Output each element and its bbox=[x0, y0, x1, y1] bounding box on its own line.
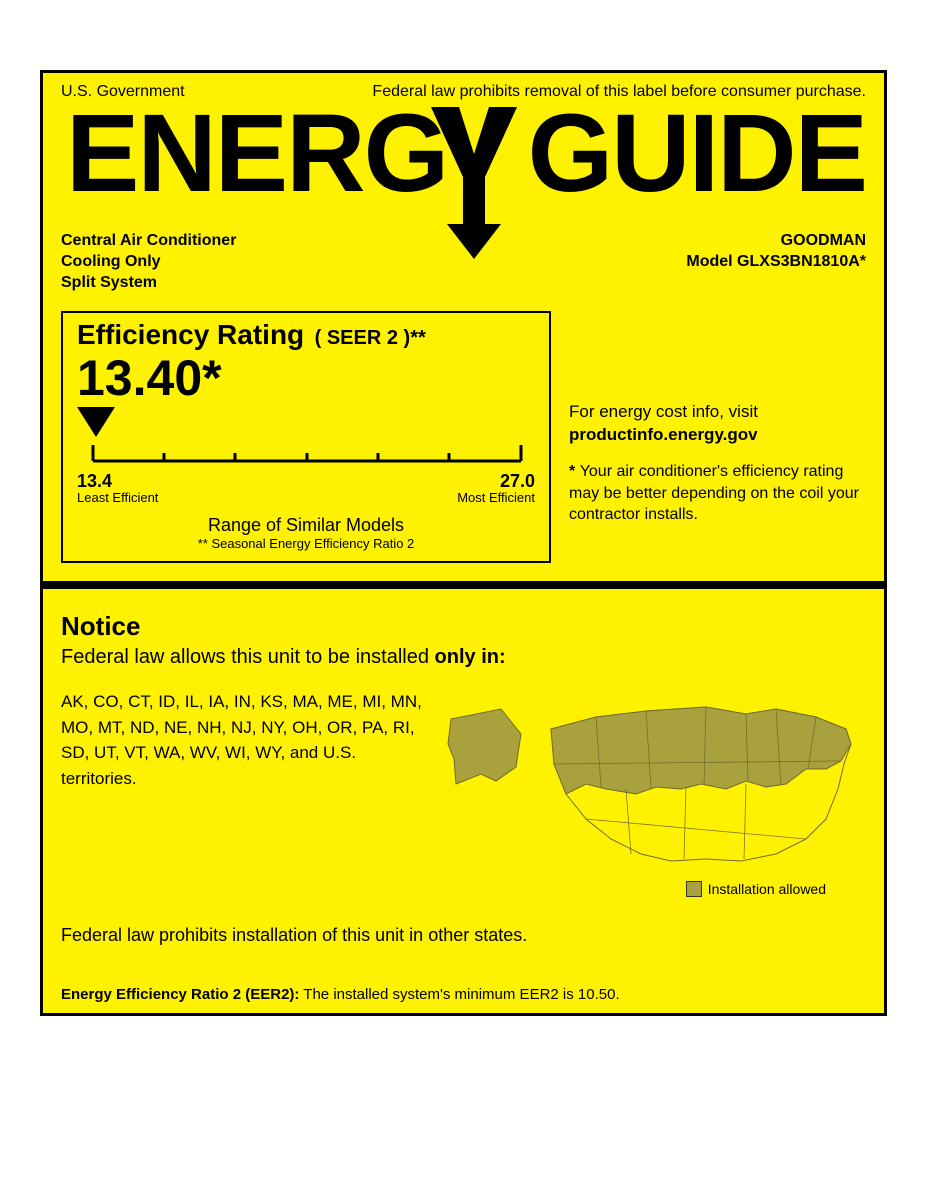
visit-text: For energy cost info, visit bbox=[569, 402, 758, 421]
product-type-line1: Central Air Conditioner bbox=[61, 231, 236, 252]
notice-lead-bold: only in: bbox=[435, 646, 506, 668]
footnote-marker: * bbox=[569, 463, 575, 480]
legend-swatch-icon bbox=[686, 881, 702, 897]
eer-line: Energy Efficiency Ratio 2 (EER2): The in… bbox=[61, 986, 866, 1003]
scale-ticks bbox=[93, 445, 521, 461]
top-section: U.S. Government Federal law prohibits re… bbox=[43, 73, 884, 589]
rating-title: Efficiency Rating bbox=[77, 319, 304, 350]
us-map-icon bbox=[446, 689, 866, 879]
scale-max-value: 27.0 bbox=[500, 471, 535, 492]
legend-text: Installation allowed bbox=[708, 881, 826, 897]
notice-lead-text: Federal law allows this unit to be insta… bbox=[61, 646, 435, 668]
efficiency-footnote: * Your air conditioner's efficiency rati… bbox=[569, 461, 866, 526]
scale-min-value: 13.4 bbox=[77, 471, 112, 492]
range-subcaption: ** Seasonal Energy Efficiency Ratio 2 bbox=[77, 536, 535, 551]
product-type-line3: Split System bbox=[61, 273, 236, 294]
product-type-line2: Cooling Only bbox=[61, 252, 236, 273]
notice-lead: Federal law allows this unit to be insta… bbox=[61, 646, 866, 669]
range-caption: Range of Similar Models bbox=[77, 515, 535, 536]
model-prefix: Model bbox=[686, 253, 737, 270]
eer-bold: Energy Efficiency Ratio 2 (EER2): bbox=[61, 986, 299, 1003]
efficiency-scale: 13.4 27.0 Least Efficient Most Efficient bbox=[77, 407, 535, 505]
logo-left-text: ENERG bbox=[66, 99, 447, 215]
brand-name: GOODMAN bbox=[686, 231, 866, 252]
map-legend: Installation allowed bbox=[446, 881, 826, 897]
cost-info-text: For energy cost info, visit productinfo.… bbox=[569, 401, 866, 447]
cost-info-url: productinfo.energy.gov bbox=[569, 425, 758, 444]
efficiency-rating-box: Efficiency Rating ( SEER 2 )** 13.40* bbox=[61, 311, 551, 563]
scale-max-label: Most Efficient bbox=[457, 490, 535, 505]
us-map: Installation allowed bbox=[446, 689, 866, 897]
rating-row: Efficiency Rating ( SEER 2 )** 13.40* bbox=[61, 311, 866, 563]
logo-right-text: GUIDE bbox=[528, 99, 866, 215]
rating-metric: ( SEER 2 )** bbox=[315, 327, 426, 349]
scale-pointer-icon bbox=[77, 407, 115, 437]
bottom-section: Notice Federal law allows this unit to b… bbox=[43, 589, 884, 1013]
side-info: For energy cost info, visit productinfo.… bbox=[569, 311, 866, 563]
prohibit-text: Federal law prohibits installation of th… bbox=[61, 925, 866, 946]
scale-text-labels: Least Efficient Most Efficient bbox=[77, 490, 535, 505]
notice-heading: Notice bbox=[61, 611, 866, 642]
scale-value-labels: 13.4 27.0 bbox=[77, 471, 535, 492]
model-line: Model GLXS3BN1810A* bbox=[686, 252, 866, 273]
notice-content-row: AK, CO, CT, ID, IL, IA, IN, KS, MA, ME, … bbox=[61, 689, 866, 897]
allowed-states-list: AK, CO, CT, ID, IL, IA, IN, KS, MA, ME, … bbox=[61, 689, 428, 791]
energyguide-label: U.S. Government Federal law prohibits re… bbox=[40, 70, 887, 1016]
product-model: GOODMAN Model GLXS3BN1810A* bbox=[686, 231, 866, 293]
eer-text: The installed system's minimum EER2 is 1… bbox=[299, 986, 619, 1003]
model-number: GLXS3BN1810A* bbox=[737, 253, 866, 270]
rating-value: 13.40* bbox=[77, 353, 535, 403]
footnote-text: Your air conditioner's efficiency rating… bbox=[569, 463, 859, 523]
scale-min-label: Least Efficient bbox=[77, 490, 158, 505]
product-type: Central Air Conditioner Cooling Only Spl… bbox=[61, 231, 236, 293]
